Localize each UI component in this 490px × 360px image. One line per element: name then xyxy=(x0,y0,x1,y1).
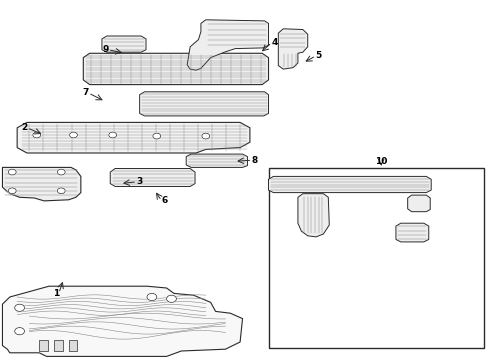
Bar xyxy=(269,168,484,348)
Polygon shape xyxy=(102,36,146,52)
Polygon shape xyxy=(186,154,247,167)
Circle shape xyxy=(8,188,16,194)
Circle shape xyxy=(202,133,210,139)
Text: 5: 5 xyxy=(316,51,321,60)
Bar xyxy=(69,340,77,351)
Polygon shape xyxy=(298,194,329,237)
Circle shape xyxy=(167,295,176,302)
Polygon shape xyxy=(187,20,269,70)
Polygon shape xyxy=(110,168,195,186)
Polygon shape xyxy=(278,29,308,69)
Bar xyxy=(39,340,48,351)
Text: 1: 1 xyxy=(53,289,59,298)
Polygon shape xyxy=(83,53,269,85)
Polygon shape xyxy=(269,176,431,193)
Bar xyxy=(54,340,63,351)
Polygon shape xyxy=(2,286,243,356)
Circle shape xyxy=(15,304,24,311)
Polygon shape xyxy=(396,223,429,242)
Polygon shape xyxy=(408,195,430,212)
Circle shape xyxy=(15,328,24,335)
Text: 2: 2 xyxy=(22,123,27,132)
Circle shape xyxy=(57,188,65,194)
Text: 7: 7 xyxy=(82,88,89,97)
Text: 6: 6 xyxy=(161,197,167,205)
Polygon shape xyxy=(2,167,81,201)
Circle shape xyxy=(153,133,161,139)
Circle shape xyxy=(33,132,41,138)
Text: 10: 10 xyxy=(375,157,388,166)
Polygon shape xyxy=(140,92,269,116)
Circle shape xyxy=(147,293,157,301)
Text: 9: 9 xyxy=(102,45,109,54)
Text: 3: 3 xyxy=(137,177,143,186)
Circle shape xyxy=(109,132,117,138)
Circle shape xyxy=(57,169,65,175)
Text: 4: 4 xyxy=(271,38,278,47)
Circle shape xyxy=(8,169,16,175)
Circle shape xyxy=(70,132,77,138)
Polygon shape xyxy=(17,122,250,153)
Text: 8: 8 xyxy=(252,156,258,165)
